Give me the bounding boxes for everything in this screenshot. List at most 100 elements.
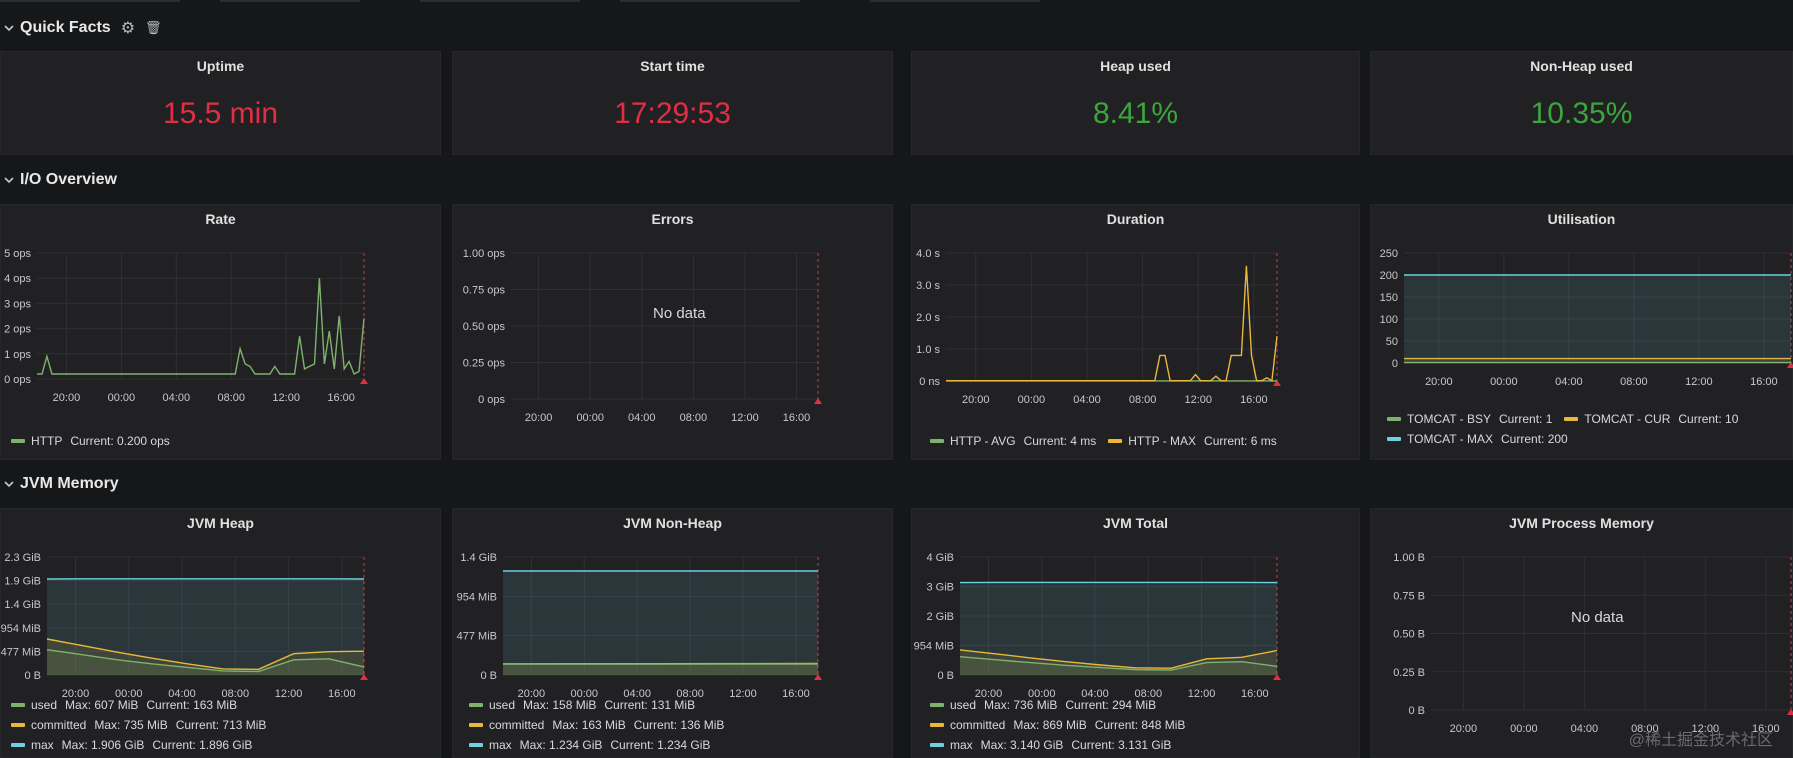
legend-series-name[interactable]: used (31, 698, 58, 712)
panel-title[interactable]: JVM Non-Heap (623, 515, 722, 531)
legend-row: max Max: 1.906 GiB Current: 1.896 GiB (11, 735, 278, 755)
graph-panel-jvm-heap[interactable]: JVM Heap 2.3 GiB 1.9 GiB 1.4 GiB 954 MiB 477… (0, 508, 441, 758)
legend-series-name[interactable]: committed (489, 718, 545, 732)
legend-swatch[interactable] (469, 723, 483, 727)
graph-panel-jvm-process-memory[interactable]: JVM Process Memory 1.00 B 0.75 B 0.50 B 0.2… (1370, 508, 1793, 758)
graph-panel-jvm-non-heap[interactable]: JVM Non-Heap 1.4 GiB 954 MiB 477 MiB 0 B 20:… (452, 508, 893, 758)
legend-item[interactable]: HTTP - AVG Current: 4 ms (930, 434, 1096, 448)
stat-panel-uptime[interactable]: Uptime 15.5 min (0, 51, 441, 155)
legend-item[interactable]: HTTP Current: 0.200 ops (11, 434, 170, 448)
legend-swatch[interactable] (11, 723, 25, 727)
row-title[interactable]: I/O Overview (20, 171, 117, 188)
legend-swatch[interactable] (469, 703, 483, 707)
legend-series-name[interactable]: max (950, 738, 973, 752)
legend-item[interactable]: TOMCAT - CUR Current: 10 (1564, 412, 1738, 426)
legend-swatch[interactable] (11, 743, 25, 747)
x-tick-label: 20:00 (1450, 723, 1478, 735)
legend-swatch[interactable] (469, 743, 483, 747)
legend-swatch[interactable] (930, 743, 944, 747)
x-tick-label: 12:00 (1692, 723, 1720, 735)
y-tick-label: 954 MiB (1, 623, 41, 635)
panel-title[interactable]: Errors (651, 211, 694, 227)
chevron-down-icon[interactable] (2, 21, 16, 35)
legend-swatch[interactable] (1564, 417, 1579, 421)
legend-series-name[interactable]: HTTP (31, 434, 63, 448)
y-tick-label: 954 MiB (914, 641, 954, 653)
legend-swatch[interactable] (930, 723, 944, 727)
legend-series-name[interactable]: TOMCAT - MAX (1407, 432, 1494, 446)
gear-icon[interactable]: ⚙ (120, 20, 136, 37)
chart-jvm-total[interactable]: 4 GiB 3 GiB 2 GiB 954 MiB 0 B 20:00 00:00 04:00… (912, 539, 1361, 719)
legend-item[interactable]: committed Max: 735 MiB Current: 713 MiB (11, 718, 266, 732)
legend-item[interactable]: used Max: 158 MiB Current: 131 MiB (469, 698, 695, 712)
legend-swatch[interactable] (11, 439, 25, 443)
row-io-overview[interactable]: I/O Overview (0, 166, 117, 194)
legend-item[interactable]: max Max: 1.906 GiB Current: 1.896 GiB (11, 738, 252, 752)
panel-title[interactable]: JVM Heap (187, 515, 254, 531)
panel-title[interactable]: Heap used (1100, 58, 1171, 74)
legend-row: committed Max: 163 MiB Current: 136 MiB (469, 715, 736, 735)
legend-series-name[interactable]: committed (950, 718, 1006, 732)
legend-series-name[interactable]: used (950, 698, 977, 712)
row-jvm-memory[interactable]: JVM Memory (0, 470, 119, 498)
chevron-down-icon[interactable] (2, 173, 16, 187)
legend-swatch[interactable] (1387, 437, 1401, 441)
row-quick-facts[interactable]: Quick Facts ⚙ 🗑 (0, 14, 162, 42)
panel-title[interactable]: JVM Process Memory (1509, 515, 1654, 531)
legend-series-name[interactable]: HTTP - AVG (950, 434, 1016, 448)
panel-title[interactable]: Start time (640, 58, 705, 74)
legend-swatch[interactable] (1108, 439, 1123, 443)
row-title[interactable]: Quick Facts (20, 19, 111, 36)
legend-item[interactable]: TOMCAT - MAX Current: 200 (1387, 432, 1568, 446)
legend-series-name[interactable]: committed (31, 718, 87, 732)
now-marker-arrow (1787, 709, 1793, 715)
legend-item[interactable]: HTTP - MAX Current: 6 ms (1108, 434, 1277, 448)
graph-panel-utilisation[interactable]: Utilisation 250 200 150 100 50 0 20:00 00:00 04:… (1370, 204, 1793, 460)
panel-title[interactable]: Rate (205, 211, 236, 227)
x-tick-label: 00:00 (108, 392, 136, 404)
chart-jvm-non-heap[interactable]: 1.4 GiB 954 MiB 477 MiB 0 B 20:00 00:00 04:00 0… (453, 539, 894, 719)
chart-utilisation[interactable]: 250 200 150 100 50 0 20:00 00:00 04:00 08:00 12:00… (1371, 235, 1793, 415)
stat-panel-heap-used[interactable]: Heap used 8.41% (911, 51, 1360, 155)
panel-title[interactable]: Non-Heap used (1530, 58, 1633, 74)
chart-jvm-heap[interactable]: 2.3 GiB 1.9 GiB 1.4 GiB 954 MiB 477 MiB 0 B 20… (1, 539, 442, 719)
legend-series-name[interactable]: TOMCAT - CUR (1584, 412, 1671, 426)
legend-swatch[interactable] (1387, 417, 1401, 421)
legend-series-name[interactable]: TOMCAT - BSY (1407, 412, 1492, 426)
legend-series-name[interactable]: max (31, 738, 54, 752)
legend-series-name[interactable]: HTTP - MAX (1128, 434, 1197, 448)
legend-item[interactable]: used Max: 607 MiB Current: 163 MiB (11, 698, 237, 712)
graph-panel-rate[interactable]: Rate 5 ops 4 ops 3 ops 2 ops 1 ops 0 ops 20:00… (0, 204, 441, 460)
chart-rate[interactable]: 5 ops 4 ops 3 ops 2 ops 1 ops 0 ops 20:00 00:00… (1, 235, 442, 435)
row-title[interactable]: JVM Memory (20, 475, 119, 492)
legend-series-name[interactable]: used (489, 698, 516, 712)
legend-item[interactable]: max Max: 3.140 GiB Current: 3.131 GiB (930, 738, 1171, 752)
stat-panel-non-heap-used[interactable]: Non-Heap used 10.35% (1370, 51, 1793, 155)
panel-title[interactable]: Uptime (196, 58, 245, 74)
graph-panel-errors[interactable]: Errors 1.00 ops 0.75 ops 0.50 ops 0.25 ops 0… (452, 204, 893, 460)
legend-swatch[interactable] (930, 439, 944, 443)
panel-title[interactable]: JVM Total (1102, 515, 1169, 531)
legend-item[interactable]: used Max: 736 MiB Current: 294 MiB (930, 698, 1156, 712)
x-tick-label: 12:00 (1188, 688, 1216, 700)
graph-panel-jvm-total[interactable]: JVM Total 4 GiB 3 GiB 2 GiB 954 MiB 0 B 20:00… (911, 508, 1360, 758)
graph-panel-duration[interactable]: Duration 4.0 s 3.0 s 2.0 s 1.0 s 0 ns 20:00 00… (911, 204, 1360, 460)
chart-errors[interactable]: 1.00 ops 0.75 ops 0.50 ops 0.25 ops 0 ops 20:… (453, 235, 894, 455)
panel-title[interactable]: Utilisation (1547, 211, 1616, 227)
series-area (1404, 358, 1791, 363)
legend-series-name[interactable]: max (489, 738, 512, 752)
legend-item[interactable]: committed Max: 163 MiB Current: 136 MiB (469, 718, 724, 732)
legend-swatch[interactable] (11, 703, 25, 707)
chevron-down-icon[interactable] (2, 477, 16, 491)
trash-icon[interactable]: 🗑 (145, 20, 162, 35)
legend-item[interactable]: TOMCAT - BSY Current: 1 (1387, 412, 1552, 426)
x-tick-label: 16:00 (1241, 688, 1269, 700)
legend-swatch[interactable] (930, 703, 944, 707)
stat-panel-start-time[interactable]: Start time 17:29:53 (452, 51, 893, 155)
y-tick-label: 0.25 ops (463, 358, 506, 370)
chart-duration[interactable]: 4.0 s 3.0 s 2.0 s 1.0 s 0 ns 20:00 00:00 04:00 0… (912, 235, 1361, 435)
panel-title[interactable]: Duration (1106, 211, 1165, 227)
chart-jvm-process-memory[interactable]: 1.00 B 0.75 B 0.50 B 0.25 B 0 B 20:00 00:00 04:… (1371, 539, 1793, 754)
legend-item[interactable]: committed Max: 869 MiB Current: 848 MiB (930, 718, 1185, 732)
legend-item[interactable]: max Max: 1.234 GiB Current: 1.234 GiB (469, 738, 710, 752)
